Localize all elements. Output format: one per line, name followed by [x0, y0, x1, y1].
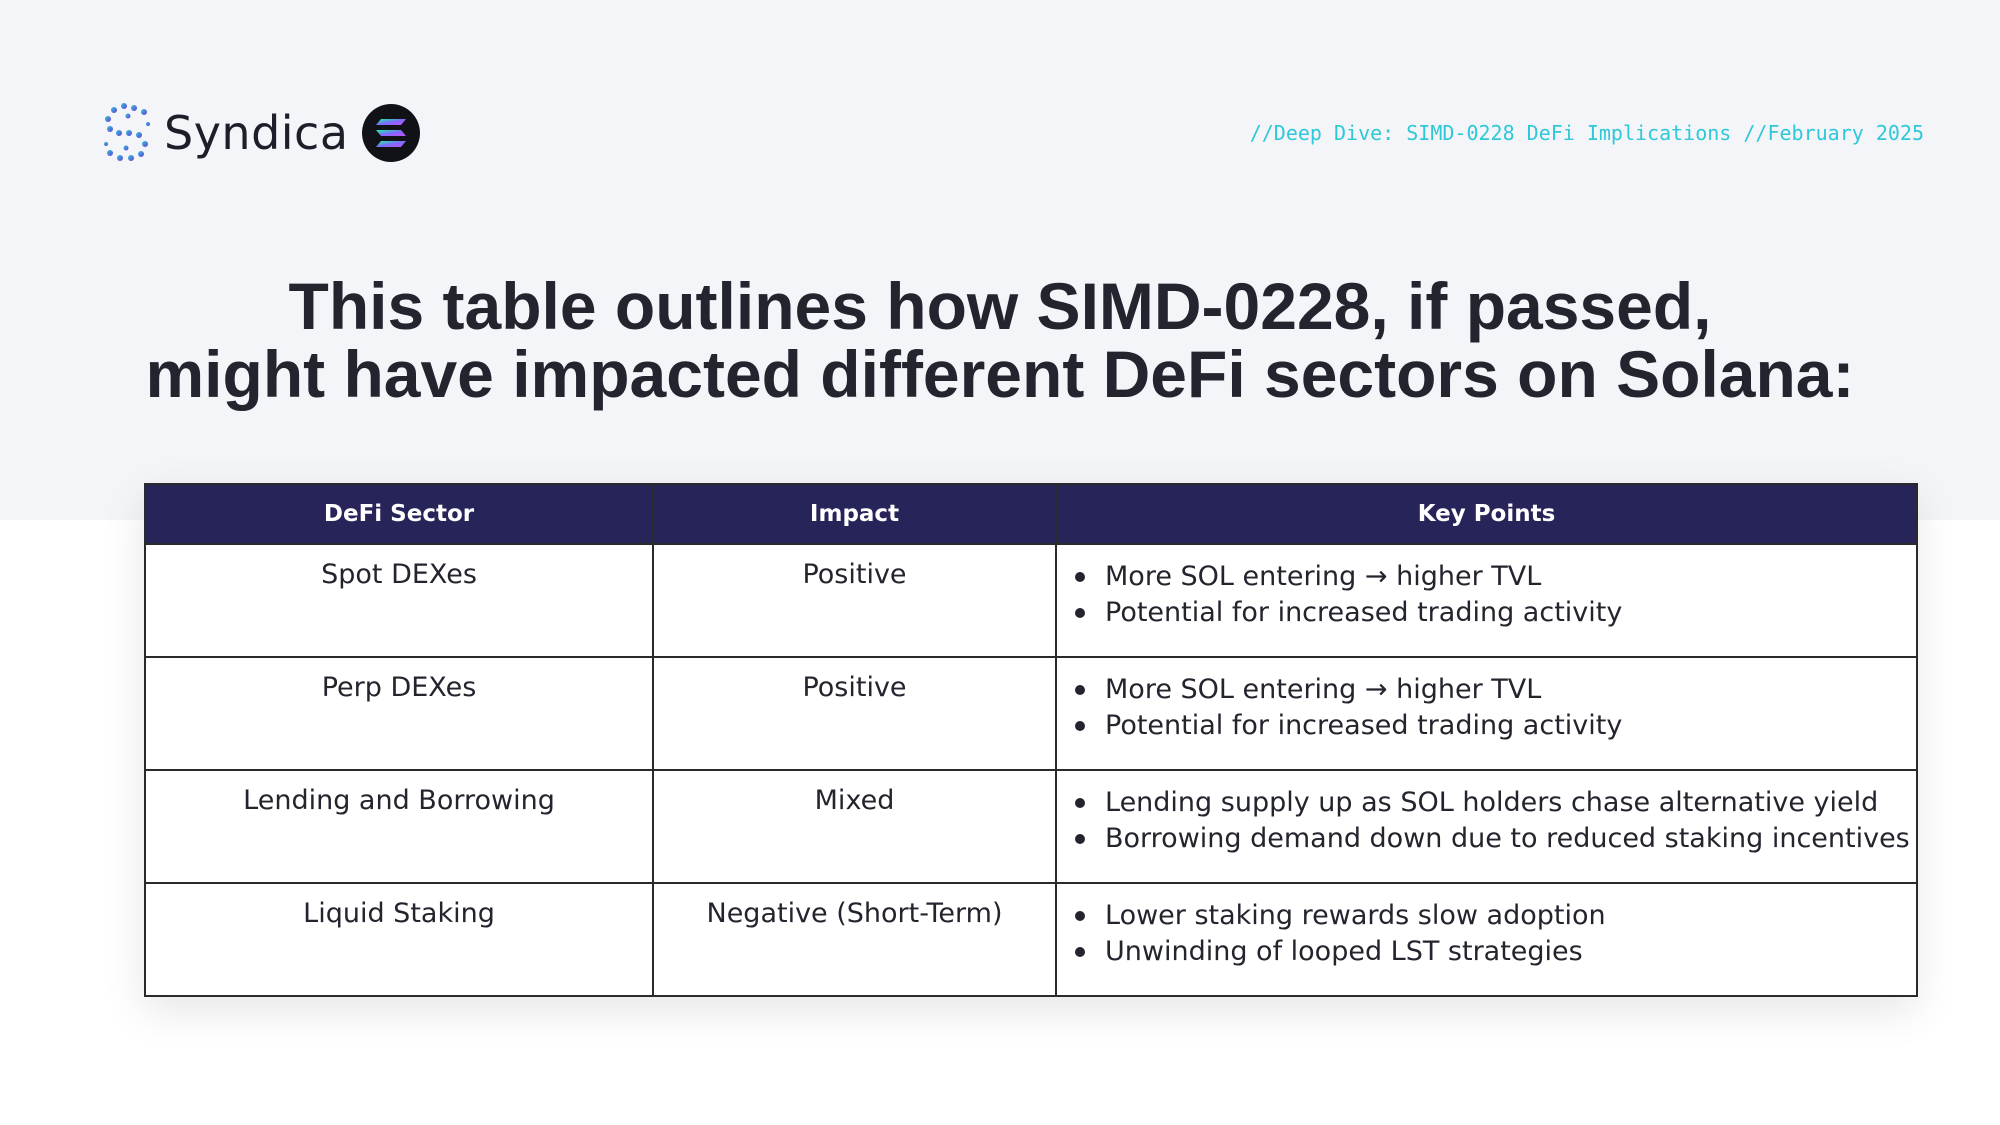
bullet-icon: [1075, 721, 1085, 731]
title-line-2: might have impacted different DeFi secto…: [145, 337, 1855, 411]
list-item: Unwinding of looped LST strategies: [1073, 934, 1916, 970]
column-header-key-points: Key Points: [1055, 483, 1918, 545]
key-point-text: Lower staking rewards slow adoption: [1105, 900, 1606, 931]
key-points-cell: Lending supply up as SOL holders chase a…: [1055, 769, 1918, 884]
table-header-row: DeFi Sector Impact Key Points: [144, 483, 1918, 545]
list-item: Borrowing demand down due to reduced sta…: [1073, 821, 1916, 857]
bullet-icon: [1075, 798, 1085, 808]
impact-cell: Positive: [652, 543, 1057, 658]
table-row: Liquid Staking Negative (Short-Term) Low…: [144, 882, 1918, 997]
key-points-cell: Lower staking rewards slow adoption Unwi…: [1055, 882, 1918, 997]
list-item: More SOL entering → higher TVL: [1073, 672, 1916, 708]
impact-cell: Mixed: [652, 769, 1057, 884]
key-point-text: Borrowing demand down due to reduced sta…: [1105, 823, 1910, 854]
sector-cell: Perp DEXes: [144, 656, 654, 771]
bullet-icon: [1075, 911, 1085, 921]
key-point-text: Unwinding of looped LST strategies: [1105, 936, 1583, 967]
brand-name: Syndica: [164, 106, 349, 160]
list-item: More SOL entering → higher TVL: [1073, 559, 1916, 595]
impact-cell: Positive: [652, 656, 1057, 771]
column-header-sector: DeFi Sector: [144, 483, 654, 545]
list-item: Lending supply up as SOL holders chase a…: [1073, 785, 1916, 821]
key-point-text: Potential for increased trading activity: [1105, 710, 1623, 741]
bullet-icon: [1075, 572, 1085, 582]
syndica-s-logo-icon: [104, 102, 150, 162]
defi-impact-table-container: DeFi Sector Impact Key Points Spot DEXes…: [144, 483, 1918, 997]
list-item: Lower staking rewards slow adoption: [1073, 898, 1916, 934]
key-points-cell: More SOL entering → higher TVL Potential…: [1055, 543, 1918, 658]
table-row: Spot DEXes Positive More SOL entering → …: [144, 543, 1918, 658]
key-points-list: Lower staking rewards slow adoption Unwi…: [1073, 898, 1916, 970]
list-item: Potential for increased trading activity: [1073, 708, 1916, 744]
key-points-list: More SOL entering → higher TVL Potential…: [1073, 672, 1916, 744]
column-header-impact: Impact: [652, 483, 1057, 545]
defi-impact-table: DeFi Sector Impact Key Points Spot DEXes…: [144, 483, 1918, 997]
key-points-cell: More SOL entering → higher TVL Potential…: [1055, 656, 1918, 771]
key-point-text: Potential for increased trading activity: [1105, 597, 1623, 628]
table-row: Perp DEXes Positive More SOL entering → …: [144, 656, 1918, 771]
report-tagline: //Deep Dive: SIMD-0228 DeFi Implications…: [1249, 121, 1924, 145]
key-points-list: More SOL entering → higher TVL Potential…: [1073, 559, 1916, 631]
title-line-1: This table outlines how SIMD-0228, if pa…: [288, 269, 1712, 343]
key-point-text: More SOL entering → higher TVL: [1105, 561, 1542, 592]
sector-cell: Liquid Staking: [144, 882, 654, 997]
sector-cell: Spot DEXes: [144, 543, 654, 658]
bullet-icon: [1075, 834, 1085, 844]
sector-cell: Lending and Borrowing: [144, 769, 654, 884]
bullet-icon: [1075, 685, 1085, 695]
impact-cell: Negative (Short-Term): [652, 882, 1057, 997]
bullet-icon: [1075, 608, 1085, 618]
key-point-text: Lending supply up as SOL holders chase a…: [1105, 787, 1879, 818]
page-header: Syndica //Deep Dive: SIMD-0228 DeFi Impl…: [104, 100, 1924, 166]
solana-logo-icon: [362, 104, 420, 162]
top-background-band: [0, 0, 2000, 520]
bullet-icon: [1075, 947, 1085, 957]
table-row: Lending and Borrowing Mixed Lending supp…: [144, 769, 1918, 884]
list-item: Potential for increased trading activity: [1073, 595, 1916, 631]
key-point-text: More SOL entering → higher TVL: [1105, 674, 1542, 705]
page-title: This table outlines how SIMD-0228, if pa…: [120, 272, 1880, 408]
key-points-list: Lending supply up as SOL holders chase a…: [1073, 785, 1916, 857]
